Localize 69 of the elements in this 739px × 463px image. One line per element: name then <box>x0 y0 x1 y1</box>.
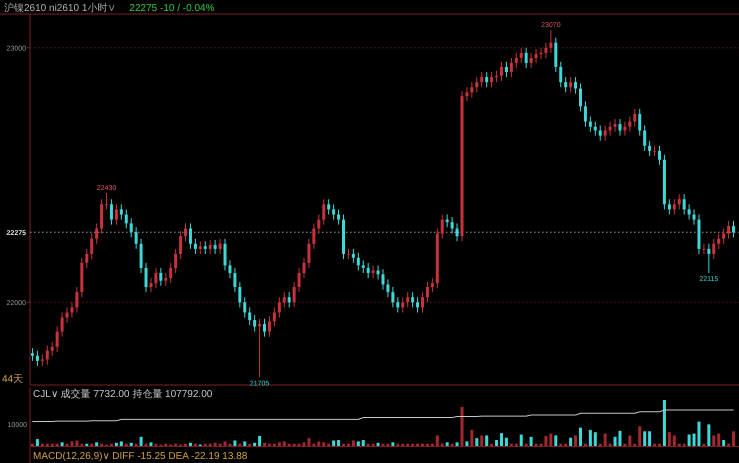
bar <box>317 441 320 446</box>
bar <box>278 442 281 446</box>
bar <box>574 435 578 446</box>
bar <box>470 430 474 446</box>
bar <box>500 433 503 446</box>
bar <box>75 440 78 446</box>
bar <box>604 434 607 446</box>
bar <box>614 436 617 446</box>
bar <box>362 440 365 446</box>
bar <box>243 441 246 446</box>
bar <box>188 442 192 446</box>
bar <box>140 436 143 446</box>
bar <box>569 438 572 446</box>
text: 44天 <box>2 374 24 385</box>
chart-subtitle: 22275 -10 / -0.04% <box>129 3 215 14</box>
bar <box>544 436 548 446</box>
bar <box>332 440 336 446</box>
bar <box>149 442 152 446</box>
bar <box>70 441 74 446</box>
bar <box>697 422 700 446</box>
text: CJL∨ 成交量 7732.00 持仓量 107792.00 <box>33 388 213 400</box>
bar <box>628 435 632 446</box>
bar <box>648 431 652 446</box>
bar <box>337 440 340 446</box>
bar <box>668 432 671 446</box>
bar <box>376 442 380 446</box>
bar <box>480 435 484 446</box>
bar <box>391 442 394 446</box>
bar <box>732 431 736 446</box>
bar <box>224 441 227 446</box>
bar <box>554 435 558 446</box>
bar <box>707 424 710 446</box>
bar <box>460 406 464 446</box>
bar <box>114 442 118 446</box>
bar <box>475 438 478 446</box>
bar <box>465 441 468 446</box>
bar <box>643 431 646 446</box>
bar <box>352 440 355 446</box>
chart-title: 沪镍2610 ni2610 1小时∨ <box>4 2 116 14</box>
bar <box>722 440 726 446</box>
bar <box>60 442 64 446</box>
bar <box>302 442 306 446</box>
bar <box>233 440 236 446</box>
bar <box>307 438 310 446</box>
bar <box>263 442 266 446</box>
bar <box>578 428 582 446</box>
bar <box>520 434 523 446</box>
bar <box>120 441 123 446</box>
bar <box>485 435 488 446</box>
bar <box>530 436 533 446</box>
bar <box>588 430 592 446</box>
bar <box>258 436 262 446</box>
bar <box>130 442 133 446</box>
bar <box>594 432 597 446</box>
bar <box>214 442 217 446</box>
bar <box>662 400 666 446</box>
bar <box>549 434 552 446</box>
bar <box>618 430 622 446</box>
bar <box>495 440 498 446</box>
bar <box>253 442 256 446</box>
text: MACD(12,26,9)∨ DIFF -15.25 DEA -22.19 13.88 <box>33 451 248 462</box>
bar <box>446 442 449 446</box>
bar <box>356 441 360 446</box>
bar <box>95 442 98 446</box>
bar <box>692 434 696 446</box>
bar <box>688 434 691 446</box>
bar <box>36 439 39 446</box>
bar <box>504 438 508 446</box>
bar <box>456 442 459 446</box>
